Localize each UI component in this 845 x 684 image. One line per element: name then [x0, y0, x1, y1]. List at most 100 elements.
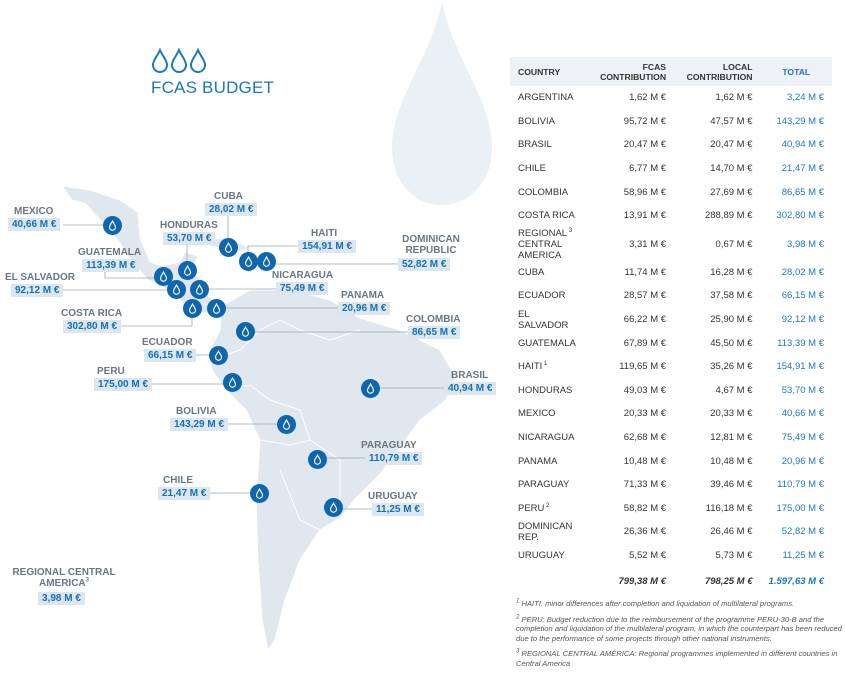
- table-row: URUGUAY 5,52 M € 5,73 M € 11,25 M €: [510, 544, 832, 568]
- total-cell: 154,91 M €: [776, 361, 824, 373]
- water-drop-icon: [313, 453, 321, 465]
- footnote-ref: 3: [567, 227, 573, 234]
- map-label-name-cuba: CUBA: [214, 191, 243, 202]
- fcas-cell: 20,47 M €: [623, 139, 667, 151]
- country-cell: PARAGUAY: [518, 479, 570, 491]
- country-cell: HONDURAS: [518, 384, 573, 396]
- local-cell: 39,46 M €: [710, 479, 753, 491]
- total-cell: 20,96 M €: [781, 455, 824, 467]
- local-cell: 26,46 M €: [710, 526, 753, 538]
- local-cell: 4,67 M €: [715, 384, 753, 396]
- map-pin-dominican[interactable]: [256, 251, 276, 271]
- total-cell: 75,49 M €: [781, 432, 824, 444]
- table-row: PARAGUAY 71,33 M € 39,46 M € 110,79 M €: [510, 473, 832, 497]
- water-drop-icon: [241, 325, 249, 337]
- table-row: GUATEMALA 67,89 M € 45,50 M € 113,39 M €: [510, 331, 832, 355]
- map-pin-ecuador[interactable]: [208, 345, 228, 365]
- map-pin-cuba[interactable]: [218, 237, 238, 257]
- table-row: DOMINICAN REP. 26,36 M € 26,46 M € 52,82 M …: [510, 520, 832, 544]
- fcas-cell: 5,52 M €: [629, 549, 667, 561]
- map-label-value-costarica: 302,80 M €: [63, 320, 122, 333]
- table-row: BRASIL 20,47 M € 20,47 M € 40,94 M €: [510, 133, 832, 157]
- map-pin-peru[interactable]: [222, 372, 242, 392]
- local-cell: 45,50 M €: [710, 337, 753, 349]
- total-cell: 3,24 M €: [787, 92, 824, 104]
- map-label-name-honduras: HONDURAS: [160, 220, 218, 231]
- total-cell: 3,98 M €: [787, 238, 824, 250]
- country-cell: PANAMA: [518, 455, 558, 467]
- map-pin-chile[interactable]: [249, 483, 269, 503]
- country-cell: GUATEMALA: [518, 337, 576, 349]
- map-pin-costarica[interactable]: [182, 298, 202, 318]
- map-pin-colombia[interactable]: [235, 321, 255, 341]
- country-cell: COSTA RICA: [518, 210, 575, 222]
- map-label-value-haiti: 154,91 M €: [298, 240, 357, 253]
- map-pin-paraguay[interactable]: [307, 449, 327, 469]
- table-row: COLOMBIA 58,96 M € 27,69 M € 86,65 M €: [510, 180, 832, 204]
- map-pin-brasil[interactable]: [360, 378, 380, 398]
- fcas-cell: 11,74 M €: [624, 266, 667, 278]
- country-cell: ECUADOR: [518, 290, 566, 302]
- map-label-value-ecuador: 66,15 M €: [144, 349, 197, 362]
- map-label-name-bolivia: BOLIVIA: [176, 406, 217, 417]
- local-cell: 10,48 M €: [710, 455, 753, 467]
- water-drop-icon: [188, 302, 196, 314]
- map-pin-bolivia[interactable]: [276, 414, 296, 434]
- table-row: ARGENTINA 1,62 M € 1,62 M € 3,24 M €: [510, 86, 832, 110]
- fcas-cell: 28,57 M €: [623, 290, 667, 302]
- fcas-cell: 3,31 M €: [629, 238, 667, 250]
- country-cell: HAITI 1: [518, 361, 548, 373]
- leader-line-guatemala: [104, 272, 163, 279]
- water-drop-icon: [214, 349, 222, 361]
- map-label-name-nicaragua: NICARAGUA: [272, 270, 334, 281]
- local-cell: 35,26 M €: [710, 361, 753, 373]
- map-label-name-paraguay: PARAGUAY: [361, 440, 417, 451]
- map-pin-honduras[interactable]: [177, 260, 197, 280]
- local-cell: 27,69 M €: [710, 186, 753, 198]
- water-drop-icon: [228, 376, 236, 388]
- total-cell: 92,12 M €: [781, 314, 824, 326]
- map-label-name-guatemala: GUATEMALA: [78, 247, 142, 258]
- map-label-value-mexico: 40,66 M €: [8, 218, 61, 231]
- country-cell: BOLIVIA: [518, 115, 555, 127]
- total-cell: 21,47 M €: [781, 163, 824, 175]
- water-drop-icon: [329, 501, 337, 513]
- total-cell: 113,39 M €: [777, 337, 824, 349]
- map-label-name-brasil: BRASIL: [451, 370, 489, 381]
- map-label-value-dominican: 52,82 M €: [398, 258, 451, 271]
- total-cell: 175,00 M €: [776, 502, 824, 514]
- water-drop-icon: [151, 48, 207, 73]
- fcas-cell: 71,33 M €: [623, 479, 667, 491]
- map-pin-uruguay[interactable]: [323, 497, 343, 517]
- fcas-cell: 13,91 M €: [623, 210, 667, 222]
- total-cell: 40,94 M €: [781, 139, 824, 151]
- page-title: FCAS BUDGET: [151, 78, 275, 97]
- map-pin-elsalvador[interactable]: [166, 279, 186, 299]
- fcas-cell: 10,48 M €: [623, 455, 667, 467]
- country-cell: ARGENTINA: [518, 92, 574, 104]
- map-pin-mexico[interactable]: [102, 215, 122, 235]
- water-drop-icon: [212, 302, 220, 314]
- totals-row: 799,38 M € 798,25 M € 1.597,63 M €: [510, 567, 832, 595]
- footnote-ref: 3: [85, 577, 89, 584]
- table-row: NICARAGUA 62,68 M € 12,81 M € 75,49 M €: [510, 426, 832, 450]
- map-pin-panama[interactable]: [206, 298, 226, 318]
- map-pin-nicaragua[interactable]: [189, 279, 209, 299]
- footnote: 2 PERU: Budget reduction due to the reim…: [516, 614, 842, 643]
- total-local-cell: 798,25 M €: [704, 575, 753, 587]
- fcas-cell: 26,36 M €: [623, 526, 667, 538]
- total-cell: 66,15 M €: [781, 290, 824, 302]
- map-label-value-cuba: 28,02 M €: [205, 203, 258, 216]
- local-cell: 288,89 M €: [704, 210, 753, 222]
- total-cell: 53,70 M €: [781, 384, 824, 396]
- water-drop-icon: [262, 255, 270, 267]
- total-cell: 302,80 M €: [776, 210, 824, 222]
- map-label-name-costarica: COSTA RICA: [61, 308, 123, 319]
- table-row: BOLIVIA 95,72 M € 47,57 M € 143,29 M €: [510, 110, 832, 134]
- map-pin-guatemala[interactable]: [153, 266, 173, 286]
- map-pin-haiti[interactable]: [238, 251, 258, 271]
- header-country: COUNTRY: [510, 57, 589, 86]
- map-label-name-dominican: DOMINICAN REPUBLIC: [402, 234, 460, 256]
- map-label-value-uruguay: 11,25 M €: [372, 503, 424, 516]
- fcas-cell: 119,65 M €: [619, 361, 667, 373]
